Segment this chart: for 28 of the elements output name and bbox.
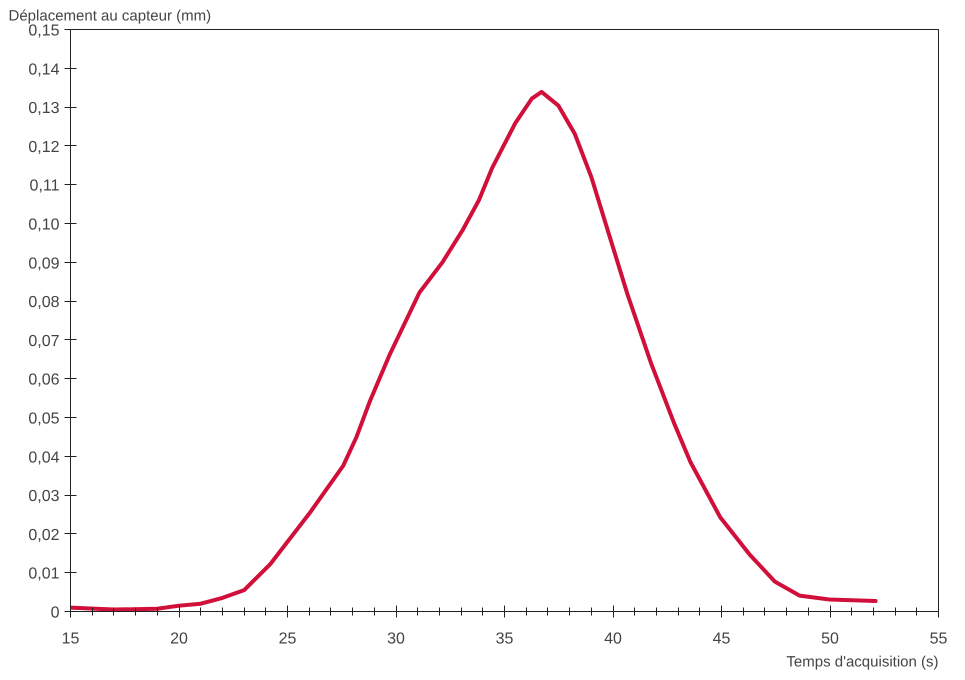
y-tick-label: 0,08 [28, 294, 60, 312]
y-tick-label: 0,13 [28, 100, 60, 118]
y-tick-label: 0,11 [30, 178, 60, 195]
y-tick-label: 0,05 [28, 410, 60, 428]
y-tick-label: 0,01 [28, 566, 60, 583]
y-tick-label: 0,09 [28, 255, 60, 272]
y-tick-label: 0,15 [28, 22, 60, 40]
x-tick-label: 50 [821, 630, 839, 648]
x-tick-label: 40 [604, 630, 622, 648]
y-tick-label: 0 [50, 604, 60, 622]
line-series [70, 90, 878, 612]
y-tick-label: 0,07 [28, 332, 60, 350]
y-tick-label: 0,03 [28, 488, 60, 506]
y-tick-label: 0,10 [28, 216, 60, 234]
y-tick-label: 0,04 [28, 449, 60, 466]
x-tick-label: 20 [170, 630, 188, 648]
x-tick-label: 25 [278, 630, 296, 648]
y-tick-label: 0,02 [28, 526, 60, 544]
y-tick-label: 0,06 [28, 372, 60, 389]
x-tick-label: 45 [712, 630, 730, 648]
x-tick-label: 55 [930, 630, 948, 648]
y-tick-label: 0,14 [28, 61, 60, 78]
x-tick-label: 30 [387, 630, 405, 648]
x-tick-label: 15 [62, 630, 80, 648]
x-tick-label: 35 [496, 630, 514, 648]
x-axis-title: Temps d'acquisition (s) [786, 654, 939, 670]
y-axis-title: Déplacement au capteur (mm) [8, 8, 212, 24]
y-tick-label: 0,12 [28, 138, 60, 156]
